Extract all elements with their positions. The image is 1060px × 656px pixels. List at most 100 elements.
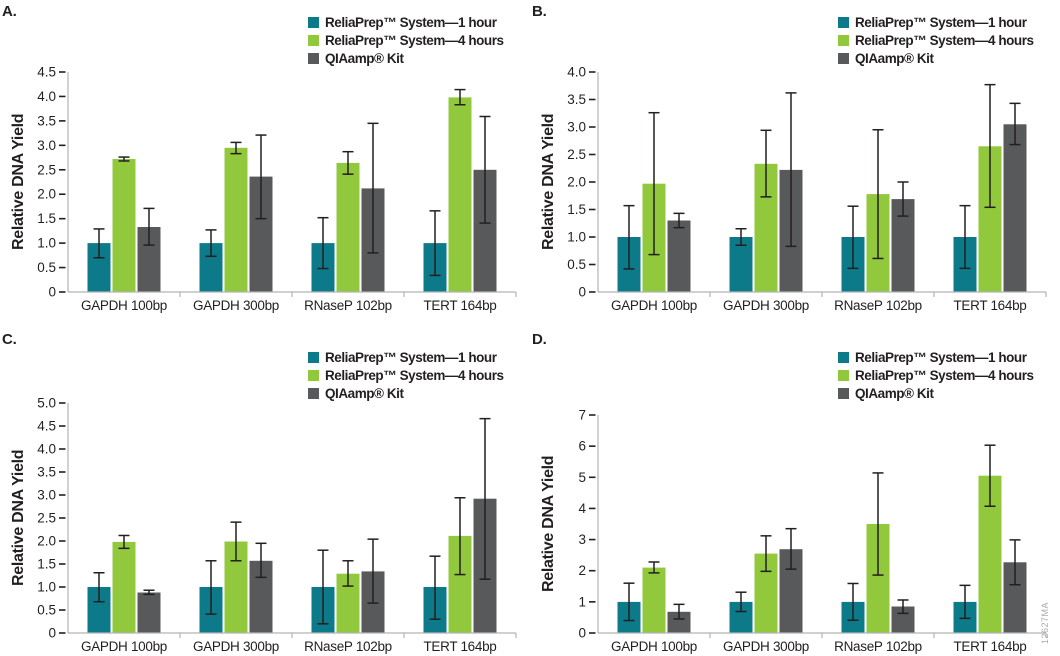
bar-series3-gapdh-100bp <box>667 220 691 292</box>
legend-item-reliaprep-4hours: ReliaPrep™ System—4 hours <box>838 366 1034 384</box>
legend-label: ReliaPrep™ System—1 hour <box>855 349 1027 365</box>
legend-swatch-reliaprep-4hours <box>308 369 319 381</box>
legend-label: ReliaPrep™ System—4 hours <box>855 367 1034 383</box>
x-category-label: TERT 164bp <box>953 639 1026 654</box>
y-tick-label: 3.5 <box>37 465 56 480</box>
bar-series3-gapdh-300bp <box>249 176 273 292</box>
legend-item-qiaamp-kit: QIAamp® Kit <box>838 49 1034 67</box>
bar-series2-rnasep-102bp <box>336 162 360 292</box>
legend-label: QIAamp® Kit <box>325 50 404 66</box>
y-tick-label: 1.0 <box>567 230 586 245</box>
bar-series1-gapdh-100bp <box>87 243 111 292</box>
legend-swatch-reliaprep-1hour <box>838 16 849 28</box>
y-tick-label: 1.0 <box>37 580 56 595</box>
y-tick-label: 6 <box>578 439 586 454</box>
bars <box>87 498 497 633</box>
y-tick-label: 4.0 <box>567 65 586 80</box>
y-tick-marks <box>589 71 596 293</box>
axes <box>597 72 1047 297</box>
legend-swatch-qiaamp-kit <box>308 52 319 64</box>
x-category-label: RNaseP 102bp <box>304 298 392 313</box>
y-tick-label: 3.5 <box>37 113 56 128</box>
x-category-labels: GAPDH 100bp GAPDH 300bp RNaseP 102bp TERT 1… <box>81 639 497 654</box>
bar-series1-gapdh-300bp <box>199 243 223 292</box>
error-bars <box>623 444 1021 622</box>
bar-series3-gapdh-100bp <box>667 611 691 633</box>
panel-label: C. <box>2 331 17 348</box>
legend-label: QIAamp® Kit <box>325 385 404 401</box>
bar-series3-gapdh-300bp <box>249 560 273 633</box>
legend-swatch-reliaprep-4hours <box>838 34 849 46</box>
bar-series3-gapdh-100bp <box>137 227 161 292</box>
bar-series2-gapdh-100bp <box>642 567 666 633</box>
axes <box>67 72 517 297</box>
legend-item-reliaprep-1hour: ReliaPrep™ System—1 hour <box>838 13 1034 31</box>
x-category-labels: GAPDH 100bp GAPDH 300bp RNaseP 102bp TERT 1… <box>81 298 497 313</box>
y-tick-label: 3.0 <box>37 488 56 503</box>
y-tick-label: 0 <box>48 626 56 641</box>
y-tick-label: 3 <box>578 532 586 547</box>
y-tick-label: 2.5 <box>37 511 56 526</box>
y-tick-label: 1.0 <box>37 236 56 251</box>
y-tick-labels: 0 0.5 1.0 1.5 2.0 2.5 3.0 3.5 4.0 4.5 <box>37 65 56 300</box>
y-tick-label: 2.0 <box>567 175 586 190</box>
x-category-label: GAPDH 300bp <box>723 639 809 654</box>
legend-swatch-reliaprep-1hour <box>838 351 849 363</box>
y-tick-label: 4.0 <box>37 89 56 104</box>
x-category-label: GAPDH 100bp <box>81 639 167 654</box>
y-tick-label: 3.0 <box>37 138 56 153</box>
legend-label: QIAamp® Kit <box>855 385 934 401</box>
watermark-code: 12627MA <box>1040 601 1050 644</box>
panel-b: B. ReliaPrep™ System—1 hour ReliaPrep™ S… <box>530 0 1060 328</box>
legend-item-reliaprep-4hours: ReliaPrep™ System—4 hours <box>838 31 1034 49</box>
y-tick-label: 5.0 <box>37 396 56 411</box>
panel-a: A. ReliaPrep™ System—1 hour ReliaPrep™ S… <box>0 0 530 328</box>
y-tick-label: 2 <box>578 563 586 578</box>
y-tick-label: 0.5 <box>37 603 56 618</box>
x-category-label: RNaseP 102bp <box>834 298 922 313</box>
y-tick-label: 4.5 <box>37 419 56 434</box>
bar-series1-gapdh-300bp <box>729 237 753 292</box>
y-tick-label: 1 <box>578 594 586 609</box>
x-category-label: GAPDH 100bp <box>611 639 697 654</box>
legend-swatch-reliaprep-4hours <box>308 34 319 46</box>
legend-swatch-qiaamp-kit <box>838 387 849 399</box>
x-category-label: GAPDH 300bp <box>193 298 279 313</box>
y-tick-label: 4.0 <box>37 442 56 457</box>
bar-series3-tert-164bp <box>1003 562 1027 633</box>
x-category-labels: GAPDH 100bp GAPDH 300bp RNaseP 102bp TERT 1… <box>611 298 1027 313</box>
legend: ReliaPrep™ System—1 hour ReliaPrep™ Syst… <box>838 13 1034 67</box>
legend-swatch-qiaamp-kit <box>838 52 849 64</box>
legend-label: ReliaPrep™ System—4 hours <box>855 32 1034 48</box>
panel-label: B. <box>532 3 547 20</box>
bar-series2-tert-164bp <box>448 535 472 633</box>
bar-series3-rnasep-102bp <box>891 606 915 633</box>
bar-series2-rnasep-102bp <box>336 573 360 633</box>
legend-label: ReliaPrep™ System—1 hour <box>855 14 1027 30</box>
y-tick-label: 3.0 <box>567 120 586 135</box>
error-bars <box>623 83 1021 270</box>
error-bars <box>93 417 491 625</box>
bar-series3-gapdh-300bp <box>779 549 803 633</box>
x-category-labels: GAPDH 100bp GAPDH 300bp RNaseP 102bp TERT 1… <box>611 639 1027 654</box>
x-category-label: TERT 164bp <box>423 298 496 313</box>
y-tick-labels: 0 0.5 1.0 1.5 2.0 2.5 3.0 3.5 4.0 <box>567 65 586 300</box>
error-bars <box>93 88 491 277</box>
panel-label: D. <box>532 331 547 348</box>
legend-swatch-reliaprep-1hour <box>308 351 319 363</box>
axes <box>597 415 1047 638</box>
y-tick-labels: 0 1 2 3 4 5 6 7 <box>578 408 586 641</box>
legend-swatch-reliaprep-1hour <box>308 16 319 28</box>
legend-item-qiaamp-kit: QIAamp® Kit <box>308 384 504 402</box>
panel-c: C. ReliaPrep™ System—1 hour ReliaPrep™ S… <box>0 328 530 656</box>
y-tick-label: 1.5 <box>567 202 586 217</box>
panel-d: D. ReliaPrep™ System—1 hour ReliaPrep™ S… <box>530 328 1060 656</box>
y-tick-label: 0 <box>578 285 586 300</box>
y-tick-marks <box>59 402 66 634</box>
bar-chart-c: 0 0.5 1.0 1.5 2.0 2.5 3.0 3.5 4.0 4.5 5.0 GAPDH 100… <box>37 396 517 654</box>
x-category-label: RNaseP 102bp <box>304 639 392 654</box>
x-category-label: RNaseP 102bp <box>834 639 922 654</box>
bar-series3-rnasep-102bp <box>891 199 915 293</box>
legend-label: QIAamp® Kit <box>855 50 934 66</box>
y-tick-label: 0.5 <box>37 260 56 275</box>
